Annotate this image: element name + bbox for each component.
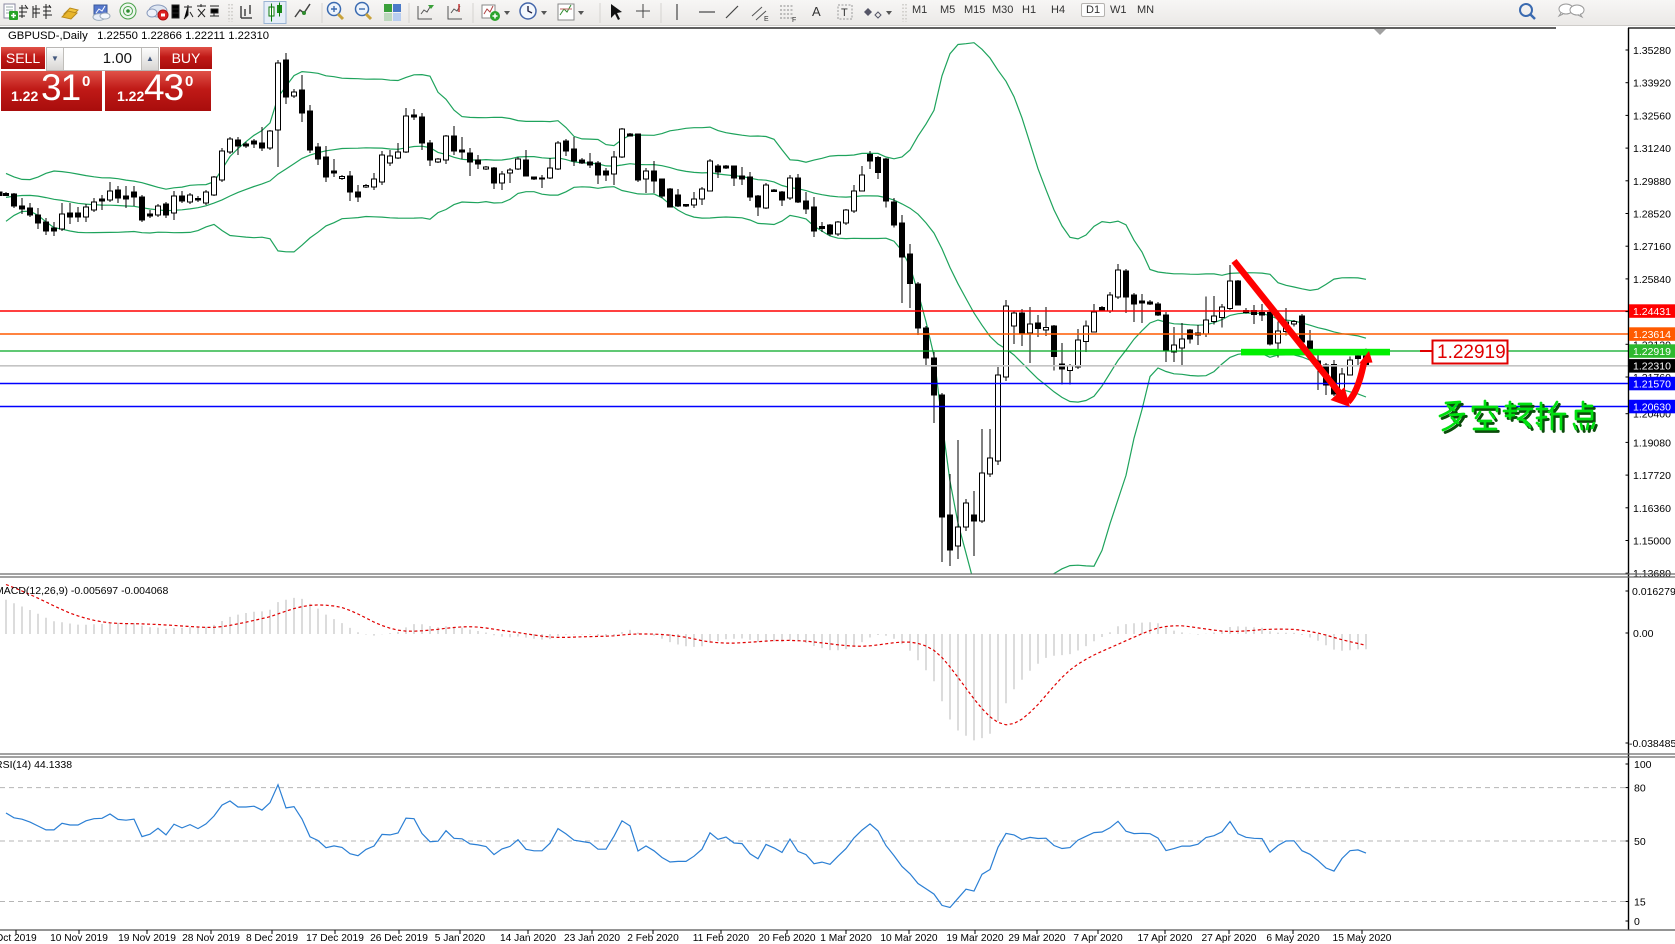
svg-text:14 Jan 2020: 14 Jan 2020 [500,933,556,944]
svg-text:0.016279: 0.016279 [1632,586,1675,598]
svg-text:1.21570: 1.21570 [1633,378,1671,390]
svg-text:Oct 2019: Oct 2019 [0,933,37,944]
svg-text:17 Dec 2019: 17 Dec 2019 [306,933,364,944]
svg-text:MACD(12,26,9) -0.005697 -0.004: MACD(12,26,9) -0.005697 -0.004068 [0,585,169,597]
svg-text:80: 80 [1634,783,1646,795]
svg-text:1.33920: 1.33920 [1633,78,1671,90]
svg-text:F: F [792,17,796,24]
svg-text:1.35280: 1.35280 [1633,45,1671,57]
svg-text:-0.038485: -0.038485 [1629,738,1675,750]
svg-text:19 Nov 2019: 19 Nov 2019 [118,933,176,944]
svg-text:1.28520: 1.28520 [1633,209,1671,221]
svg-text:1.23614: 1.23614 [1633,329,1671,341]
svg-text:1.15000: 1.15000 [1633,536,1671,548]
svg-text:1.19080: 1.19080 [1633,437,1671,449]
svg-text:27 Apr 2020: 27 Apr 2020 [1202,933,1257,944]
svg-text:A: A [812,4,821,19]
svg-text:1.31240: 1.31240 [1633,143,1671,155]
svg-text:1.22919: 1.22919 [1437,342,1506,363]
svg-text:15: 15 [1634,897,1646,909]
svg-text:1.20630: 1.20630 [1633,401,1671,413]
svg-text:1.29880: 1.29880 [1633,176,1671,188]
svg-text:1.27160: 1.27160 [1633,241,1671,253]
svg-text:E: E [764,16,769,23]
svg-text:11 Feb 2020: 11 Feb 2020 [693,933,750,944]
svg-text:20 Feb 2020: 20 Feb 2020 [758,933,816,944]
svg-text:6 May 2020: 6 May 2020 [1266,933,1320,944]
svg-text:1.16360: 1.16360 [1633,503,1671,515]
svg-text:RSI(14) 44.1338: RSI(14) 44.1338 [0,759,72,771]
svg-text:1 Mar 2020: 1 Mar 2020 [820,933,872,944]
svg-text:10 Nov 2019: 10 Nov 2019 [50,933,108,944]
svg-text:29 Mar 2020: 29 Mar 2020 [1008,933,1066,944]
svg-text:26 Dec 2019: 26 Dec 2019 [370,933,428,944]
svg-text:28 Nov 2019: 28 Nov 2019 [182,933,240,944]
svg-text:8 Dec 2019: 8 Dec 2019 [246,933,298,944]
svg-text:0.00: 0.00 [1633,628,1654,640]
svg-text:50: 50 [1634,836,1646,848]
svg-text:17 Apr 2020: 17 Apr 2020 [1138,933,1193,944]
svg-text:23 Jan 2020: 23 Jan 2020 [564,933,620,944]
svg-text:7 Apr 2020: 7 Apr 2020 [1073,933,1123,944]
svg-text:1.24431: 1.24431 [1633,306,1671,318]
svg-text:1.25840: 1.25840 [1633,274,1671,286]
svg-text:15 May 2020: 15 May 2020 [1333,933,1392,944]
svg-text:10 Mar 2020: 10 Mar 2020 [880,933,938,944]
svg-text:1.22310: 1.22310 [1633,361,1671,373]
svg-text:100: 100 [1634,759,1652,771]
svg-text:1.32560: 1.32560 [1633,110,1671,122]
svg-text:19 Mar 2020: 19 Mar 2020 [946,933,1004,944]
svg-text:1.22919: 1.22919 [1633,346,1671,358]
svg-text:1.17720: 1.17720 [1633,470,1671,482]
svg-text:T: T [841,7,848,19]
svg-text:2 Feb 2020: 2 Feb 2020 [627,933,679,944]
svg-text:0: 0 [1634,916,1640,928]
svg-text:5 Jan 2020: 5 Jan 2020 [435,933,486,944]
